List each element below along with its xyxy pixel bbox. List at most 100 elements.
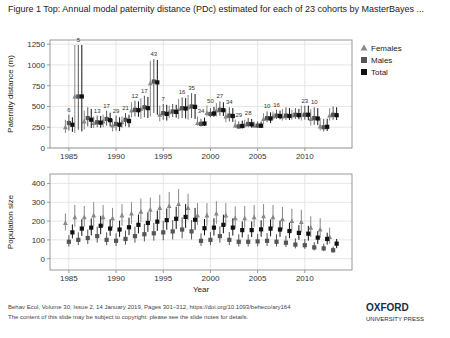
tick-label: 750	[32, 82, 46, 91]
tick	[47, 127, 50, 128]
axis-label: Paternity distance (m)	[6, 55, 15, 133]
grid-line	[50, 44, 352, 45]
grid-line	[50, 258, 352, 259]
plot-frame	[50, 40, 352, 148]
tick	[116, 148, 117, 151]
tick-label: 1250	[27, 40, 45, 49]
tick-label: 500	[32, 102, 46, 111]
point	[284, 241, 288, 245]
point	[189, 229, 193, 233]
point	[86, 236, 90, 240]
annotation: UNIVERSITY PRESS	[366, 316, 424, 322]
point	[205, 213, 210, 218]
point	[89, 226, 93, 230]
tick	[257, 270, 258, 273]
grid-line	[257, 40, 258, 148]
n-label: 7	[162, 96, 166, 102]
point	[138, 209, 143, 214]
point	[167, 203, 172, 208]
title: Figure 1 Top: Annual modal paternity dis…	[8, 4, 424, 14]
point	[223, 213, 228, 218]
point	[231, 114, 235, 118]
tick	[163, 148, 164, 151]
n-label: 29	[235, 112, 242, 118]
point	[176, 201, 181, 206]
point	[289, 218, 294, 223]
tick-label: 2005	[249, 274, 267, 283]
point	[287, 114, 291, 118]
point	[180, 227, 184, 231]
point	[274, 240, 278, 244]
tick	[47, 85, 50, 86]
point	[227, 238, 231, 242]
point	[280, 216, 285, 221]
tick-label: 400	[32, 179, 46, 188]
series	[70, 45, 338, 132]
point	[208, 238, 212, 242]
point	[293, 242, 297, 246]
tick-label: 0	[41, 144, 46, 153]
n-label: 23	[301, 98, 308, 104]
point	[221, 223, 225, 227]
point	[108, 118, 112, 122]
n-label: 5	[77, 37, 81, 43]
n-label: 13	[94, 108, 101, 114]
annotation: The content of this slide may be subject…	[8, 314, 248, 320]
point	[123, 237, 127, 241]
series	[70, 204, 338, 248]
point	[120, 213, 125, 218]
tick	[47, 183, 50, 184]
plot-area	[63, 45, 339, 133]
n-label: 16	[273, 102, 280, 108]
tick	[47, 258, 50, 259]
point	[278, 227, 282, 231]
point	[117, 227, 121, 231]
point	[214, 211, 219, 216]
tick-label: 2010	[296, 274, 314, 283]
n-label: 21	[122, 105, 129, 111]
grid-line	[210, 40, 211, 148]
grid-line	[50, 202, 352, 203]
tick-label: 1990	[107, 274, 125, 283]
n-label: 50	[207, 98, 214, 104]
point	[127, 119, 131, 123]
legend-marker	[361, 57, 367, 63]
point	[202, 226, 206, 230]
tick	[47, 64, 50, 65]
error-bar	[153, 59, 154, 113]
grid-line	[68, 40, 69, 148]
point	[256, 239, 260, 243]
point	[82, 214, 87, 219]
n-label: 28	[245, 110, 252, 116]
error-bar	[74, 45, 75, 133]
point	[221, 108, 225, 112]
chart: Figure 1 Top: Annual modal paternity dis…	[0, 0, 450, 338]
n-label: 27	[217, 93, 224, 99]
grid-line	[163, 40, 164, 148]
point	[233, 215, 238, 220]
point	[246, 240, 250, 244]
point	[155, 80, 159, 84]
n-label: 34	[226, 99, 233, 105]
point	[136, 223, 140, 227]
point	[186, 205, 191, 210]
series	[63, 45, 332, 133]
point	[308, 225, 313, 230]
point	[316, 116, 320, 120]
tick	[47, 44, 50, 45]
point	[63, 220, 68, 225]
point	[171, 229, 175, 233]
point	[70, 123, 74, 127]
point	[127, 225, 131, 229]
point	[218, 234, 222, 238]
tick-label: 1985	[60, 274, 78, 283]
point	[105, 238, 109, 242]
point	[331, 248, 335, 252]
tick-label: 200	[32, 217, 46, 226]
tick-label: 2000	[202, 152, 220, 161]
point	[146, 221, 150, 225]
grid-line	[68, 174, 69, 270]
tick	[68, 270, 69, 273]
point	[142, 232, 146, 236]
tick-label: 1995	[154, 274, 172, 283]
